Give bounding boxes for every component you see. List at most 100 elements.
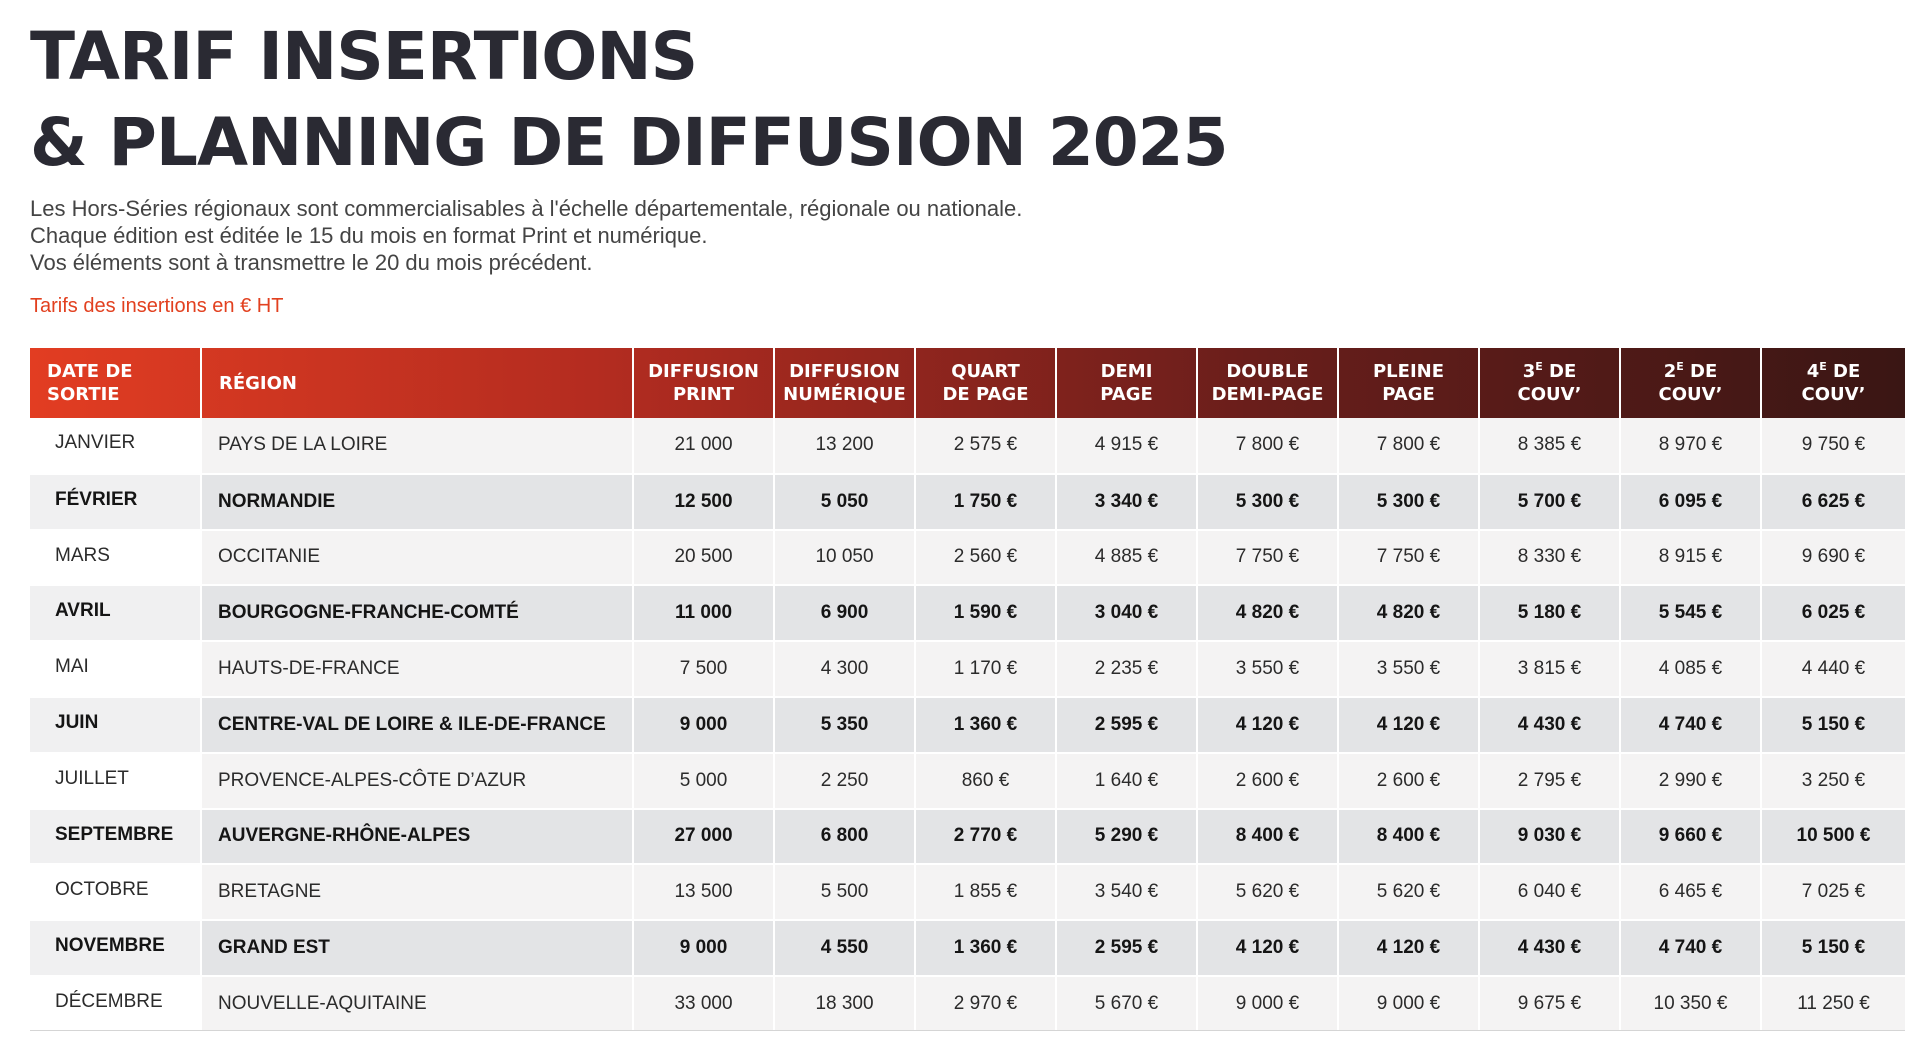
cell-quart: 1 360 € xyxy=(915,920,1057,976)
cell-quart: 2 970 € xyxy=(915,975,1057,1032)
title-line-2: & PLANNING DE DIFFUSION 2025 xyxy=(30,104,1229,181)
cell-pleine: 4 820 € xyxy=(1338,585,1480,642)
cell-numerique: 5 050 xyxy=(774,473,916,530)
cell-region: OCCITANIE xyxy=(201,529,634,586)
header-date: DATE DE SORTIE xyxy=(30,348,202,418)
header-demi-page: DEMI PAGE xyxy=(1056,348,1198,418)
cell-pleine: 2 600 € xyxy=(1338,752,1480,809)
cell-quart: 1 590 € xyxy=(915,585,1057,642)
cell-couv4: 7 025 € xyxy=(1801,881,1866,903)
cell-region: PAYS DE LA LOIRE xyxy=(201,418,634,474)
table-row: FÉVRIER NORMANDIE 12 500 5 050 1 750 €3 340 … xyxy=(30,473,1905,530)
cell-month: DÉCEMBRE xyxy=(30,975,202,1032)
cell-couv2: 9 660 € xyxy=(1620,808,1762,865)
cell-pleine: 3 550 € xyxy=(1338,641,1480,697)
cell-couv3: 5 700 € xyxy=(1479,473,1621,530)
cell-couv3: 8 330 € xyxy=(1479,529,1621,586)
cell-quart: 1 750 € xyxy=(915,473,1057,530)
cell-demi: 5 670 € xyxy=(1056,975,1198,1032)
intro-line-1: Les Hors-Séries régionaux sont commercia… xyxy=(30,196,1023,221)
cell-month: JUIN xyxy=(30,696,202,753)
cell-couv4: 3 250 € xyxy=(1801,769,1866,791)
cell-demi: 4 915 € xyxy=(1056,418,1198,474)
cell-pleine: 8 400 € xyxy=(1338,808,1480,865)
cell-double: 5 300 € xyxy=(1197,473,1339,530)
cell-region: HAUTS-DE-FRANCE xyxy=(201,641,634,697)
cell-month: JUILLET xyxy=(30,752,202,809)
table-row: JUIN CENTRE-VAL DE LOIRE & ILE-DE-FRANCE 9… xyxy=(30,696,1905,753)
cell-demi: 4 885 € xyxy=(1056,529,1198,586)
header-region: RÉGION xyxy=(201,348,634,418)
header-diffusion-numerique: DIFFUSION NUMÉRIQUE xyxy=(774,348,916,418)
cell-couv4: 9 690 € xyxy=(1801,546,1866,568)
cell-couv3: 4 430 € xyxy=(1479,920,1621,976)
cell-couv3: 6 040 € xyxy=(1479,864,1621,921)
cell-print: 20 500 xyxy=(633,529,775,586)
cell-pleine: 5 620 € xyxy=(1338,864,1480,921)
intro-line-3: Vos éléments sont à transmettre le 20 du… xyxy=(30,250,593,275)
cell-couv2: 2 990 € xyxy=(1620,752,1762,809)
cell-quart: 1 170 € xyxy=(915,641,1057,697)
cell-region: BRETAGNE xyxy=(201,864,634,921)
cell-demi: 3 540 € xyxy=(1056,864,1198,921)
header-quart-de-page: QUART DE PAGE xyxy=(915,348,1057,418)
cell-region: CENTRE-VAL DE LOIRE & ILE-DE-FRANCE xyxy=(201,696,634,753)
cell-demi: 2 235 € xyxy=(1056,641,1198,697)
cell-print: 13 500 xyxy=(633,864,775,921)
cell-double: 4 120 € xyxy=(1197,920,1339,976)
cell-region: GRAND EST xyxy=(201,920,634,976)
cell-couv3: 3 815 € xyxy=(1479,641,1621,697)
cell-month: MAI xyxy=(30,641,202,697)
cell-region: NORMANDIE xyxy=(201,473,634,530)
cell-numerique: 5 350 xyxy=(774,696,916,753)
header-pleine-page: PLEINE PAGE xyxy=(1338,348,1480,418)
cell-numerique: 5 500 xyxy=(774,864,916,921)
cell-pleine: 5 300 € xyxy=(1338,473,1480,530)
cell-demi: 3 340 € xyxy=(1056,473,1198,530)
cell-quart: 1 855 € xyxy=(915,864,1057,921)
cell-pleine: 4 120 € xyxy=(1338,696,1480,753)
table-row: DÉCEMBRE NOUVELLE-AQUITAINE 33 000 18 300 2 … xyxy=(30,975,1905,1032)
cell-numerique: 2 250 xyxy=(774,752,916,809)
intro-line-2: Chaque édition est éditée le 15 du mois … xyxy=(30,223,708,248)
cell-pleine: 9 000 € xyxy=(1338,975,1480,1032)
cell-couv4: 10 500 € xyxy=(1796,825,1871,847)
cell-demi: 5 290 € xyxy=(1056,808,1198,865)
table-row: SEPTEMBRE AUVERGNE-RHÔNE-ALPES 27 000 6 800… xyxy=(30,808,1905,865)
table-row: OCTOBRE BRETAGNE 13 500 5 500 1 855 €3 540 €… xyxy=(30,864,1905,921)
cell-couv2: 8 915 € xyxy=(1620,529,1762,586)
header-3e-de-couv: 3E DE COUV’ xyxy=(1479,348,1621,418)
cell-print: 5 000 xyxy=(633,752,775,809)
cell-double: 9 000 € xyxy=(1197,975,1339,1032)
cell-print: 12 500 xyxy=(633,473,775,530)
cell-month: AVRIL xyxy=(30,585,202,642)
page-title: TARIF INSERTIONS & PLANNING DE DIFFUSION… xyxy=(30,14,1229,186)
cell-numerique: 4 300 xyxy=(774,641,916,697)
cell-couv4: 11 250 € xyxy=(1797,992,1870,1014)
cell-numerique: 6 800 xyxy=(774,808,916,865)
intro-text: Les Hors-Séries régionaux sont commercia… xyxy=(30,195,1022,276)
cell-double: 3 550 € xyxy=(1197,641,1339,697)
cell-month: NOVEMBRE xyxy=(30,920,202,976)
cell-quart: 2 560 € xyxy=(915,529,1057,586)
cell-print: 27 000 xyxy=(633,808,775,865)
cell-quart: 2 770 € xyxy=(915,808,1057,865)
table-body: JANVIER PAYS DE LA LOIRE 21 000 13 200 2 575… xyxy=(30,418,1905,1032)
cell-double: 2 600 € xyxy=(1197,752,1339,809)
cell-double: 4 120 € xyxy=(1197,696,1339,753)
cell-pleine: 7 750 € xyxy=(1338,529,1480,586)
cell-numerique: 4 550 xyxy=(774,920,916,976)
cell-demi: 2 595 € xyxy=(1056,920,1198,976)
cell-couv4: 6 025 € xyxy=(1801,602,1866,624)
cell-region: AUVERGNE-RHÔNE-ALPES xyxy=(201,808,634,865)
cell-couv2: 6 465 € xyxy=(1620,864,1762,921)
cell-month: JANVIER xyxy=(30,418,202,474)
cell-couv3: 8 385 € xyxy=(1479,418,1621,474)
cell-print: 9 000 xyxy=(633,920,775,976)
cell-couv3: 5 180 € xyxy=(1479,585,1621,642)
header-2e-de-couv: 2E DE COUV’ xyxy=(1620,348,1762,418)
cell-couv2: 5 545 € xyxy=(1620,585,1762,642)
cell-double: 7 800 € xyxy=(1197,418,1339,474)
tariff-table: DATE DE SORTIE RÉGION DIFFUSION PRINT DIFF… xyxy=(30,348,1905,1033)
cell-month: FÉVRIER xyxy=(30,473,202,530)
